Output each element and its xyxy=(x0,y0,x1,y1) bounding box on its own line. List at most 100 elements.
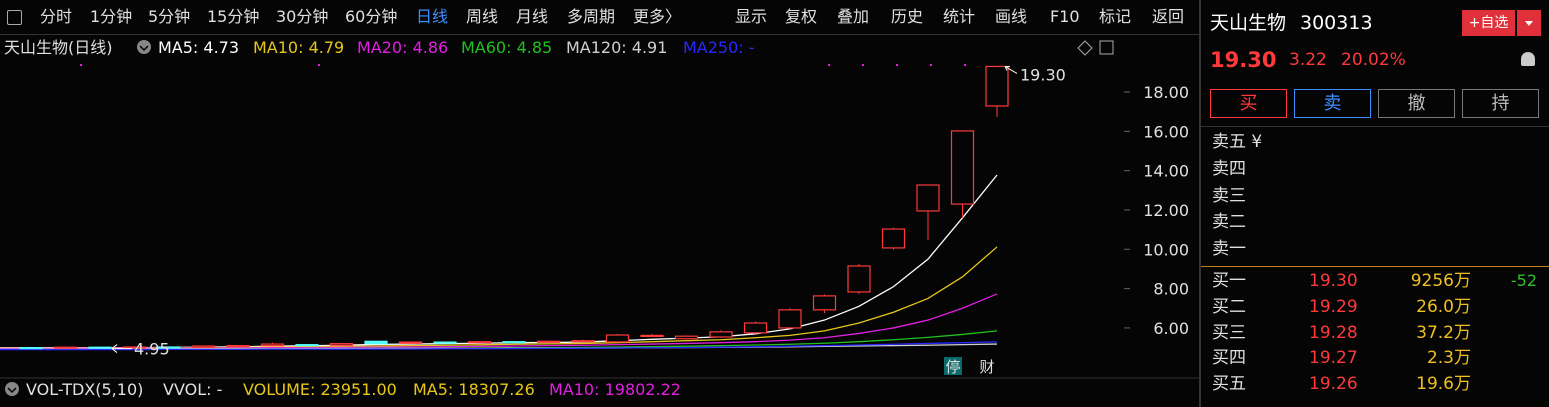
candle-body xyxy=(191,345,216,348)
bid-volume: 2.3万 xyxy=(1426,348,1471,369)
tag: 财 xyxy=(979,358,994,376)
volume-label: MA10: 19802.22 xyxy=(549,380,681,399)
period-tab[interactable]: 5分钟 xyxy=(148,7,191,26)
candle-body xyxy=(19,346,43,350)
period-tab[interactable]: 周线 xyxy=(466,7,499,26)
candle-body xyxy=(950,130,975,205)
y-tick-label: 16.00 xyxy=(1143,122,1189,141)
price-change: 3.22 xyxy=(1289,50,1327,70)
candle-body xyxy=(329,343,354,346)
volume-label: VVOL: - xyxy=(163,380,222,399)
bid-price: 19.29 xyxy=(1309,296,1358,317)
high-label: 19.30 xyxy=(1020,65,1066,84)
bell-icon[interactable] xyxy=(1521,52,1535,66)
y-tick-label: 10.00 xyxy=(1143,240,1189,259)
tool-button[interactable]: 叠加 xyxy=(837,7,870,26)
candle-body xyxy=(985,65,1009,107)
bid-level: 买二 xyxy=(1212,296,1246,317)
period-tab[interactable]: 日线 xyxy=(416,7,449,26)
marker-dot xyxy=(318,64,320,66)
candle-body xyxy=(122,346,147,349)
tool-button[interactable]: 历史 xyxy=(891,7,924,26)
tool-button[interactable]: 返回 xyxy=(1152,7,1185,26)
legend-entry: MA250: - xyxy=(683,38,755,57)
period-tab[interactable]: 多周期 xyxy=(567,7,616,26)
period-tab[interactable]: 30分钟 xyxy=(276,7,329,26)
legend-entry: MA20: 4.86 xyxy=(357,38,448,57)
bid-volume: 19.6万 xyxy=(1416,374,1471,395)
tool-button[interactable]: 复权 xyxy=(785,7,818,26)
ask-level: 卖五 ¥ xyxy=(1212,132,1263,152)
tool-button[interactable]: 标记 xyxy=(1099,7,1132,26)
tool-button[interactable]: 统计 xyxy=(943,7,976,26)
ma-line xyxy=(0,341,998,351)
candle-body xyxy=(674,335,699,340)
collapse-arrow xyxy=(7,387,17,394)
legend-entry: MA10: 4.79 xyxy=(253,38,344,57)
candle-body xyxy=(433,341,457,344)
candle-body xyxy=(847,265,871,293)
period-tab[interactable]: 1分钟 xyxy=(90,7,133,26)
separator xyxy=(1201,266,1549,267)
legend-entry: MA120: 4.91 xyxy=(566,38,667,57)
price-change-pct: 20.02% xyxy=(1341,50,1406,70)
bid-volume: 26.0万 xyxy=(1416,296,1471,317)
bid-level: 买一 xyxy=(1212,271,1246,291)
marker-dot xyxy=(930,64,932,66)
period-tab[interactable]: 更多〉 xyxy=(633,7,682,26)
candle-body xyxy=(881,228,906,249)
candle-body xyxy=(709,331,733,338)
candle-body xyxy=(157,346,181,349)
bid-volume: 9256万 xyxy=(1410,271,1471,291)
marker-dot xyxy=(862,64,864,66)
tool-button[interactable]: 显示 xyxy=(735,7,768,26)
candle-body xyxy=(743,322,768,334)
dropdown-arrow xyxy=(1525,21,1533,26)
divider xyxy=(1199,0,1201,407)
tag-bg xyxy=(944,357,962,375)
bid-volume: 37.2万 xyxy=(1416,322,1471,343)
candle-body xyxy=(226,345,250,348)
y-tick-label: 8.00 xyxy=(1153,280,1189,299)
candle-body xyxy=(571,340,595,343)
candle-body xyxy=(605,334,630,343)
tool-button[interactable]: 画线 xyxy=(995,7,1028,26)
trade-button[interactable]: 持 xyxy=(1462,89,1539,118)
collapse-icon[interactable] xyxy=(137,40,151,54)
toggle-icon[interactable] xyxy=(7,10,22,25)
watch-button[interactable]: +自选 xyxy=(1462,10,1515,36)
legend-entry: MA60: 4.85 xyxy=(461,38,552,57)
y-tick-label: 6.00 xyxy=(1153,319,1189,338)
trade-button[interactable]: 买 xyxy=(1210,89,1287,118)
ask-level: 卖四 xyxy=(1212,158,1246,179)
marker-dot xyxy=(828,64,830,66)
stock-name: 天山生物 xyxy=(1210,12,1287,34)
period-tab[interactable]: 15分钟 xyxy=(207,7,260,26)
period-tab[interactable]: 60分钟 xyxy=(345,7,398,26)
low-label: 4.95 xyxy=(134,340,170,359)
ask-level: 卖一 xyxy=(1212,239,1246,260)
trade-button[interactable]: 卖 xyxy=(1294,89,1371,118)
candle-body xyxy=(467,341,492,344)
candle-body xyxy=(260,343,285,347)
panel-icon[interactable] xyxy=(1099,40,1114,55)
candle-body xyxy=(398,341,423,344)
marker-dot xyxy=(80,64,82,66)
bid-level: 买四 xyxy=(1212,348,1246,369)
legend-entry: MA5: 4.73 xyxy=(158,38,239,57)
candle-body xyxy=(640,334,664,337)
tool-button[interactable]: F10 xyxy=(1050,7,1080,26)
ask-level: 卖二 xyxy=(1212,212,1246,233)
separator xyxy=(1201,126,1549,127)
diamond-icon[interactable] xyxy=(1077,40,1093,56)
period-tab[interactable]: 月线 xyxy=(516,7,549,26)
y-tick-label: 12.00 xyxy=(1143,201,1189,220)
watch-dropdown[interactable] xyxy=(1517,10,1541,36)
bid-price: 19.30 xyxy=(1309,271,1358,291)
collapse-icon[interactable] xyxy=(5,382,19,396)
period-tab[interactable]: 分时 xyxy=(40,7,73,26)
trade-button[interactable]: 撤 xyxy=(1378,89,1455,118)
bid-level: 买三 xyxy=(1212,322,1246,343)
high-arrow xyxy=(1004,65,1018,74)
candle-body xyxy=(916,184,940,212)
